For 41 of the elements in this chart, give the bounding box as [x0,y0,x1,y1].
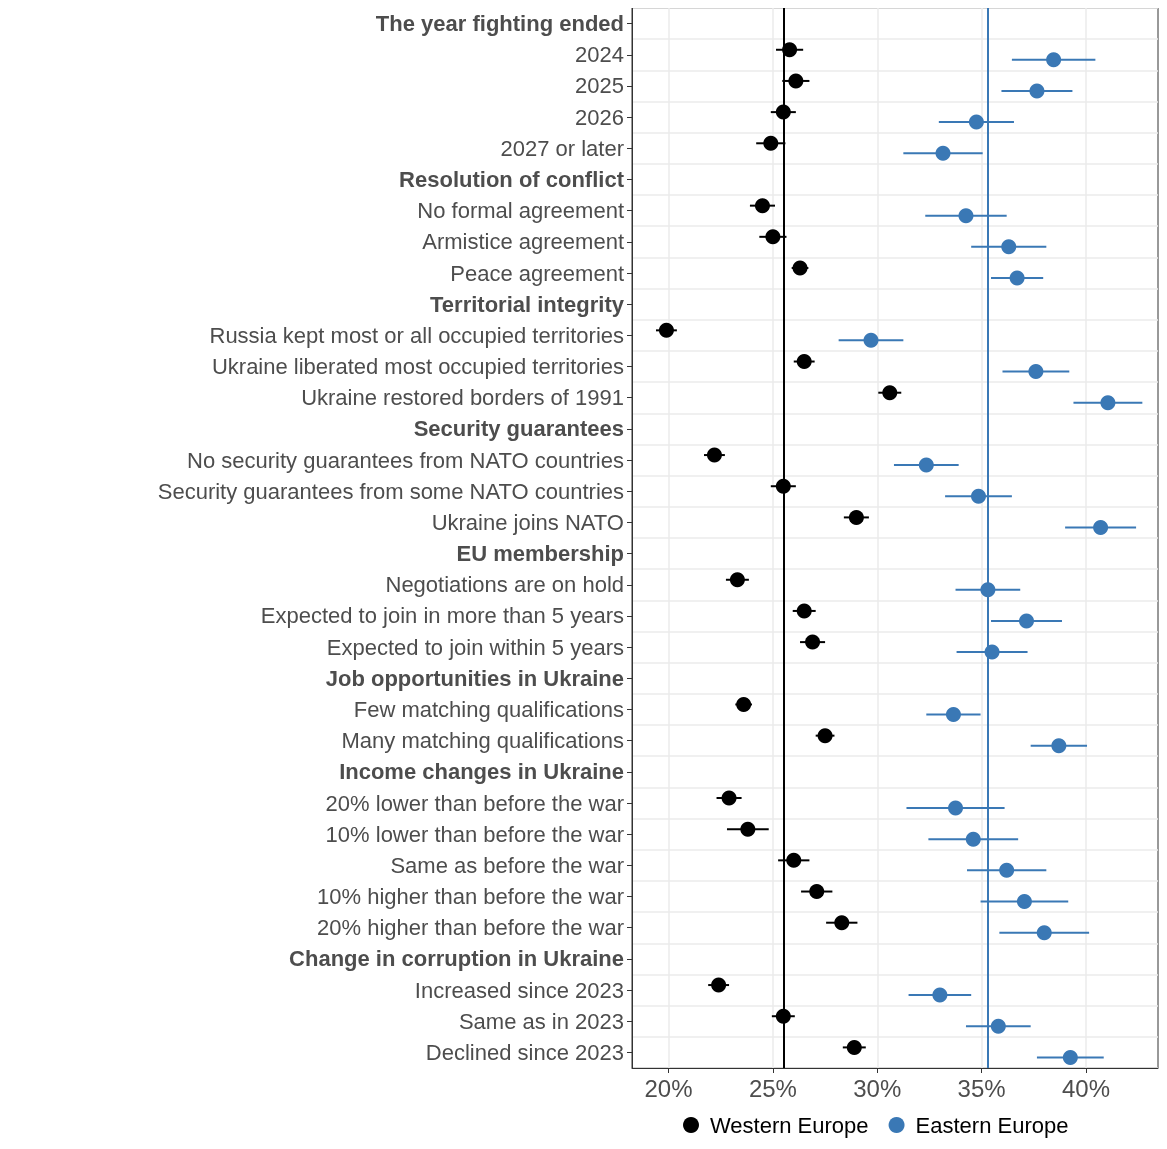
y-tick-label: No security guarantees from NATO countries [187,447,624,473]
y-tick-label: Ukraine joins NATO [431,509,624,535]
y-tick-label: 10% higher than before the war [317,884,624,910]
y-tick-label: 20% lower than before the war [325,790,624,816]
y-tick-label: Many matching qualifications [341,728,624,754]
y-tick-label: 2026 [575,104,624,130]
y-tick-label: 2025 [575,73,624,99]
y-tick-label: 2027 or later [500,135,624,161]
y-tick-label: Same as in 2023 [458,1008,624,1034]
y-tick-label: 2024 [575,42,624,68]
x-tick-label: 30% [853,1074,902,1102]
y-tick-label: EU membership [456,541,624,567]
y-tick-label: Security guarantees from some NATO countries [157,478,624,504]
y-tick-label: No formal agreement [417,198,624,224]
y-tick-label: Few matching qualifications [353,696,624,722]
y-tick-label: Armistice agreement [422,229,624,255]
y-tick-label: The year fighting ended [375,11,624,37]
x-tick-label: 25% [748,1074,797,1102]
y-tick-label: Expected to join in more than 5 years [260,603,624,629]
y-tick-label: Negotiations are on hold [385,572,624,598]
y-tick-label: Ukraine restored borders of 1991 [301,385,624,411]
y-tick-label: Increased since 2023 [414,977,624,1003]
y-tick-label: Russia kept most or all occupied territories [209,322,624,348]
y-tick-label: 20% higher than before the war [317,915,624,941]
y-tick-label: Job opportunities in Ukraine [325,665,624,691]
y-tick-label: Ukraine liberated most occupied territories [211,354,624,380]
x-tick-label: 20% [644,1074,693,1102]
legend-label: Western Europe [710,1112,869,1138]
y-tick-label: Security guarantees [413,416,624,442]
y-tick-label: Declined since 2023 [425,1039,624,1065]
y-tick-label: Peace agreement [450,260,624,286]
y-tick-label: Same as before the war [390,852,624,878]
x-tick-label: 35% [957,1074,1006,1102]
x-tick-label: 40% [1061,1074,1111,1102]
legend-label: Eastern Europe [915,1112,1069,1138]
y-tick-label: Income changes in Ukraine [339,759,624,785]
y-tick-label: Expected to join within 5 years [326,634,624,660]
y-tick-label: Change in corruption in Ukraine [289,946,624,972]
y-tick-label: Resolution of conflict [399,166,625,192]
y-tick-label: Territorial integrity [430,291,625,317]
y-tick-label: 10% lower than before the war [325,821,624,847]
